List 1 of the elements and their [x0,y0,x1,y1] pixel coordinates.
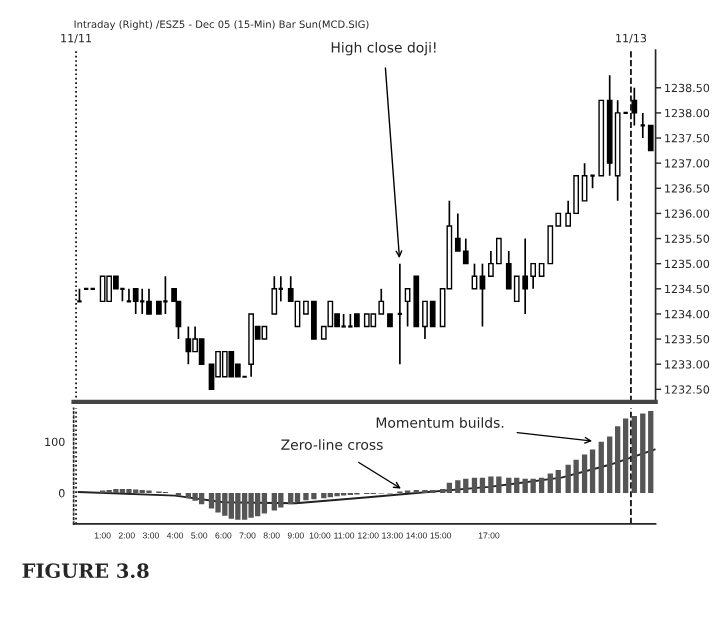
caption: FIGURE 3.8 [22,563,149,579]
